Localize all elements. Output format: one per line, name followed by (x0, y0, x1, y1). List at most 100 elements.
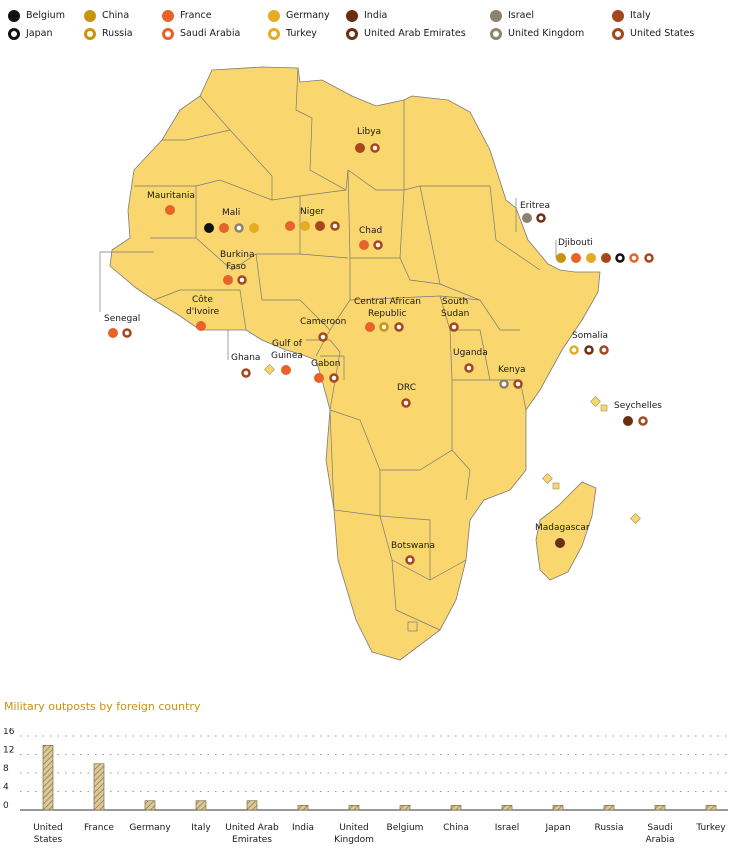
x-axis-categories: United States France Germany Italy United Ara… (33, 823, 726, 845)
legend-label: Russia (102, 28, 133, 39)
marker-djibouti-france (571, 253, 581, 263)
label-car-1: Central African (354, 297, 421, 307)
x-category-label: United (339, 823, 369, 833)
marker-car-russia (379, 322, 389, 332)
y-tick-label: 0 (3, 801, 9, 811)
label-mauritania: Mauritania (147, 191, 195, 201)
x-category-label: India (292, 823, 314, 833)
marker-mali-uk (234, 223, 244, 233)
small-islands (264, 364, 641, 524)
marker-libya-us (370, 143, 380, 153)
legend-marker-icon (268, 28, 280, 40)
x-category-label: Israel (495, 823, 520, 833)
marker-kenya-uk (499, 379, 509, 389)
label-cote-2: d'Ivoire (186, 307, 220, 317)
bar (705, 805, 717, 811)
marker-uganda-us (464, 363, 474, 373)
label-ssudan-1: South (442, 297, 468, 307)
label-chad: Chad (359, 226, 382, 236)
chart-grid (20, 735, 728, 811)
legend-label: Germany (286, 10, 330, 21)
bar (144, 800, 156, 811)
y-tick-label: 12 (3, 746, 14, 756)
bar (399, 805, 411, 811)
marker-senegal-us (122, 328, 132, 338)
label-drc: DRC (397, 383, 416, 393)
legend-marker-icon (490, 28, 502, 40)
x-category-label: Turkey (695, 823, 726, 833)
label-gog-2: Guinea (271, 351, 303, 361)
x-category-label: Italy (191, 823, 211, 833)
label-burkina-1: Burkina (220, 250, 255, 260)
marker-botswana-us (405, 555, 415, 565)
marker-burkina-us (237, 275, 247, 285)
legend-marker-icon (8, 28, 20, 40)
legend-label: Turkey (286, 28, 317, 39)
marker-chad-us (373, 240, 383, 250)
label-car-2: Republic (368, 309, 407, 319)
marker-cameroon-us (318, 332, 328, 342)
marker-niger-france (285, 221, 295, 231)
marker-mali-france (219, 223, 229, 233)
label-somalia: Somalia (572, 331, 608, 341)
legend-label: China (102, 10, 130, 21)
marker-senegal-france (108, 328, 118, 338)
legend-marker-icon (268, 10, 280, 22)
marker-kenya-us (513, 379, 523, 389)
legend-label: Japan (26, 28, 53, 39)
marker-eritrea-israel (522, 213, 532, 223)
x-category-label: Emirates (232, 835, 272, 845)
bar (501, 805, 513, 811)
y-tick-label: 16 (3, 728, 15, 737)
legend-label: France (180, 10, 212, 21)
marker-eritrea-uae (536, 213, 546, 223)
label-burkina-2: Faso (226, 262, 247, 272)
marker-gabon-france (314, 373, 324, 383)
x-category-label: Russia (595, 823, 624, 833)
bar (42, 744, 54, 811)
legend-marker-icon (612, 10, 624, 22)
marker-burkina-france (223, 275, 233, 285)
legend-marker-icon (346, 10, 358, 22)
bar (195, 800, 207, 811)
marker-gog-france (281, 365, 291, 375)
bar (603, 805, 615, 811)
x-category-label: China (443, 823, 469, 833)
legend-marker-icon (162, 10, 174, 22)
legend-marker-icon (8, 10, 20, 22)
outpost-markers (108, 143, 654, 565)
label-senegal: Senegal (104, 314, 140, 324)
x-category-label: Belgium (387, 823, 424, 833)
label-cameroon: Cameroon (300, 317, 346, 327)
legend-label: United Kingdom (508, 28, 585, 39)
x-category-label: United Arab (225, 823, 279, 833)
label-uganda: Uganda (453, 348, 488, 358)
marker-ghana-us (241, 368, 251, 378)
label-madagascar: Madagascar (535, 523, 590, 533)
marker-seychelles-us (638, 416, 648, 426)
y-tick-label: 8 (3, 764, 9, 774)
marker-mauritania-france (165, 205, 175, 215)
legend-marker-icon (84, 28, 96, 40)
label-seychelles: Seychelles (614, 401, 662, 411)
bar (246, 800, 258, 811)
marker-djibouti-china (556, 253, 566, 263)
legend-label: United Arab Emirates (364, 28, 466, 39)
marker-niger-italy (315, 221, 325, 231)
legend-marker-icon (612, 28, 624, 40)
x-category-label: States (34, 835, 63, 845)
y-tick-label: 4 (3, 783, 9, 793)
continent-africa (109, 66, 601, 661)
marker-niger-germany (300, 221, 310, 231)
label-botswana: Botswana (391, 541, 435, 551)
marker-madagascar-india (555, 538, 565, 548)
marker-ssudan-us (449, 322, 459, 332)
label-niger: Niger (300, 207, 324, 217)
lesotho-shape (407, 621, 418, 632)
africa-map: Libya Mauritania Mali Niger Chad Eritrea… (99, 66, 662, 661)
marker-somalia-us (599, 345, 609, 355)
bar (552, 805, 564, 811)
marker-car-france (365, 322, 375, 332)
legend-label: United States (630, 28, 695, 39)
